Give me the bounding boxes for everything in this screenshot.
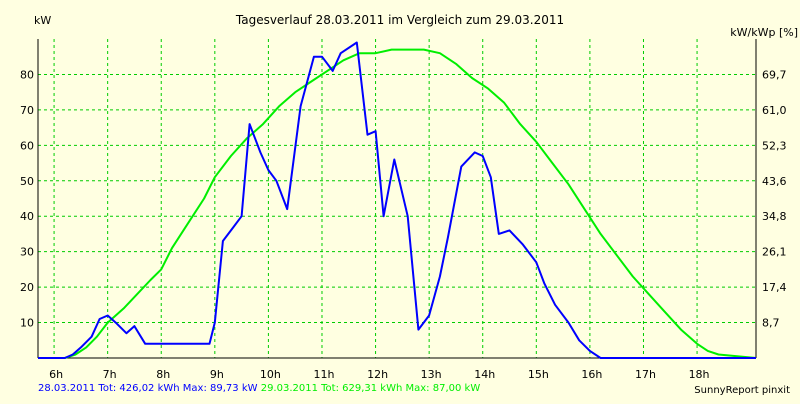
y-right-tick-label: 26,1: [762, 246, 787, 259]
y-right-tick-label: 61,0: [762, 104, 787, 117]
grid: [38, 39, 756, 358]
x-tick-label: 17h: [635, 368, 656, 381]
x-tick-label: 10h: [260, 368, 281, 381]
x-tick-label: 13h: [421, 368, 442, 381]
series-line-1: [38, 41, 756, 359]
y-tick-label: 50: [20, 175, 34, 188]
y-tick-label: 20: [20, 281, 34, 294]
y-right-tick-label: 8,7: [762, 317, 780, 330]
y-right-tick-label: 52,3: [762, 139, 787, 152]
chart-title: Tagesverlauf 28.03.2011 im Vergleich zum…: [235, 13, 564, 27]
y-tick-label: 30: [20, 246, 34, 259]
x-tick-label: 7h: [103, 368, 117, 381]
x-tick-label: 12h: [367, 368, 388, 381]
series-lines: [38, 41, 757, 359]
footer-credit: SunnyReport pinxit: [694, 385, 790, 396]
left-axis-label: kW: [34, 14, 51, 27]
y-tick-label: 60: [20, 139, 34, 152]
y-tick-label: 10: [20, 317, 34, 330]
right-axis-label: kW/kWp [%]: [730, 26, 798, 39]
footer-stats: 28.03.2011 Tot: 426,02 kWh Max: 89,73 kW…: [38, 383, 480, 394]
axes: [37, 39, 757, 359]
x-tick-label: 16h: [581, 368, 602, 381]
x-tick-label: 11h: [314, 368, 335, 381]
x-tick-label: 9h: [210, 368, 224, 381]
footer-series1-stats: 28.03.2011 Tot: 426,02 kWh Max: 89,73 kW: [38, 383, 258, 394]
x-tick-label: 6h: [49, 368, 63, 381]
x-tick-label: 18h: [689, 368, 710, 381]
y-right-tick-label: 17,4: [762, 281, 787, 294]
y-right-tick-label: 43,6: [762, 175, 787, 188]
series-line-2: [38, 48, 757, 359]
y-right-tick-label: 34,8: [762, 210, 787, 223]
x-tick-label: 15h: [528, 368, 549, 381]
footer-series2-stats: 29.03.2011 Tot: 629,31 kWh Max: 87,00 kW: [260, 383, 481, 394]
x-tick-label: 14h: [474, 368, 495, 381]
x-tick-label: 8h: [156, 368, 170, 381]
y-right-tick-label: 69,7: [762, 68, 787, 81]
y-tick-label: 70: [20, 104, 34, 117]
y-tick-label: 40: [20, 210, 34, 223]
tick-labels: 6h 7h 8h 9h 10h 11h 12h 13h 14h 15h 16h 17h 18h 10 8,7…: [20, 68, 787, 381]
y-tick-label: 80: [20, 68, 34, 81]
